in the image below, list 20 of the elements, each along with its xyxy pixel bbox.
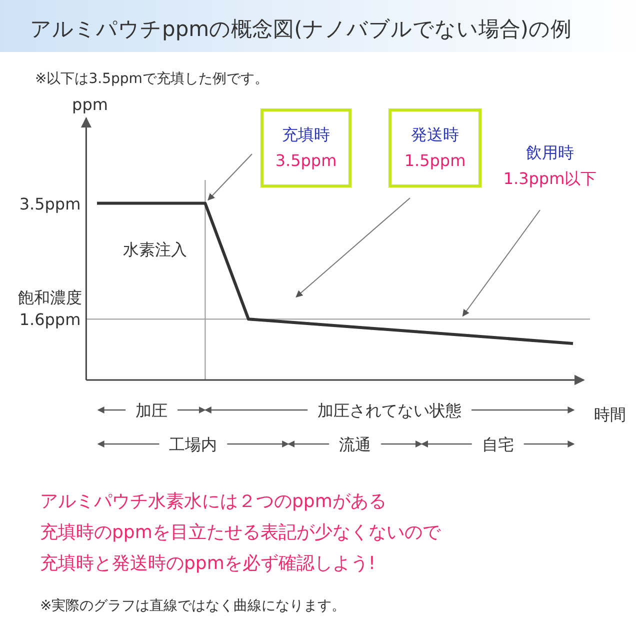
text: 流通: [339, 435, 372, 454]
text: ※実際のグラフは直線ではなく曲線になります。: [40, 598, 346, 614]
y-axis-title: ppm: [72, 95, 108, 114]
text: アルミパウチ水素水には２つのppmがある: [40, 491, 386, 512]
annotation: 飲用時 1.3ppm以下: [503, 143, 597, 188]
text: 充填時と発送時のppmを必ず確認しよう!: [40, 553, 376, 574]
text: 加圧: [136, 401, 168, 420]
text: 工場内: [169, 435, 218, 454]
text: 加圧されてない状態: [318, 401, 462, 420]
text: 飽和濃度: [18, 288, 82, 307]
x-axis-title: 時間: [594, 405, 626, 424]
annotation: 発送時 1.5ppm: [404, 125, 466, 170]
y-tick-label: 1.6ppm: [19, 310, 81, 330]
chart-subtitle: ※以下は3.5ppmで充填した例です。: [35, 71, 268, 87]
annotation: 充填時 3.5ppm: [275, 125, 337, 170]
annotation: 水素注入: [123, 240, 187, 259]
chart-title: アルミパウチppmの概念図(ナノバブルでない場合)の例: [30, 17, 572, 41]
text: 充填時のppmを目立たせる表記が少なくないので: [40, 522, 442, 543]
y-tick-label: 3.5ppm: [19, 194, 81, 214]
text: 自宅: [482, 435, 514, 454]
